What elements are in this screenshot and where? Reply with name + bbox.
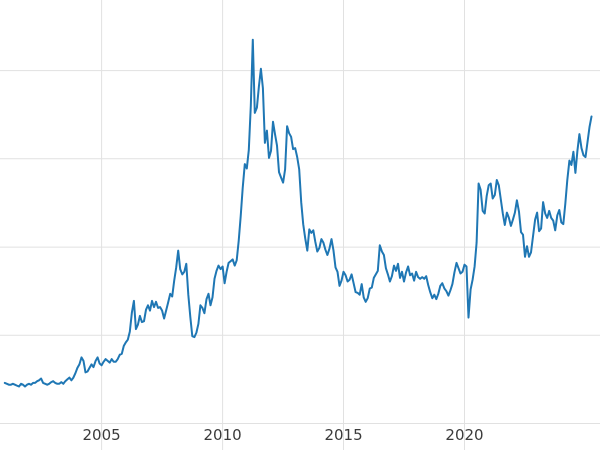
x-tick-label: 2010 bbox=[203, 426, 242, 444]
x-tick-label: 2015 bbox=[324, 426, 363, 444]
x-tick-label: 2020 bbox=[445, 426, 484, 444]
x-tick-label: 2005 bbox=[82, 426, 121, 444]
price-line bbox=[3, 38, 593, 388]
